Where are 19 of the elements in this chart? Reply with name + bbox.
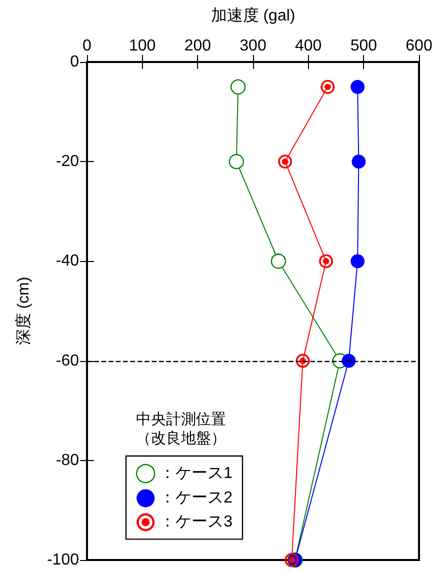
x-axis-title: 加速度 (gal) [210,6,296,24]
x-tick-label: 300 [240,38,266,54]
legend-label: ：ケース1 [160,465,233,482]
y-axis-title: 深度 (cm) [14,276,32,346]
y-tick-label: -60 [56,352,80,370]
x-tick-label: 600 [406,38,432,54]
x-tick-label: 200 [184,38,212,54]
y-tick-label: -40 [56,252,80,270]
legend-title: 中央計測位置（改良地盤） [136,411,226,447]
legend-label: ：ケース2 [160,490,233,507]
y-tick-label: -100 [46,552,80,568]
y-tick-label: 0 [70,54,80,70]
x-tick-label: 0 [82,38,92,54]
legend-label: ：ケース3 [160,514,233,531]
x-tick-label: 400 [294,38,322,54]
y-tick-label: -20 [56,153,80,170]
y-tick-label: -80 [56,452,80,469]
x-tick-label: 100 [128,38,156,54]
x-tick-label: 500 [350,38,378,54]
